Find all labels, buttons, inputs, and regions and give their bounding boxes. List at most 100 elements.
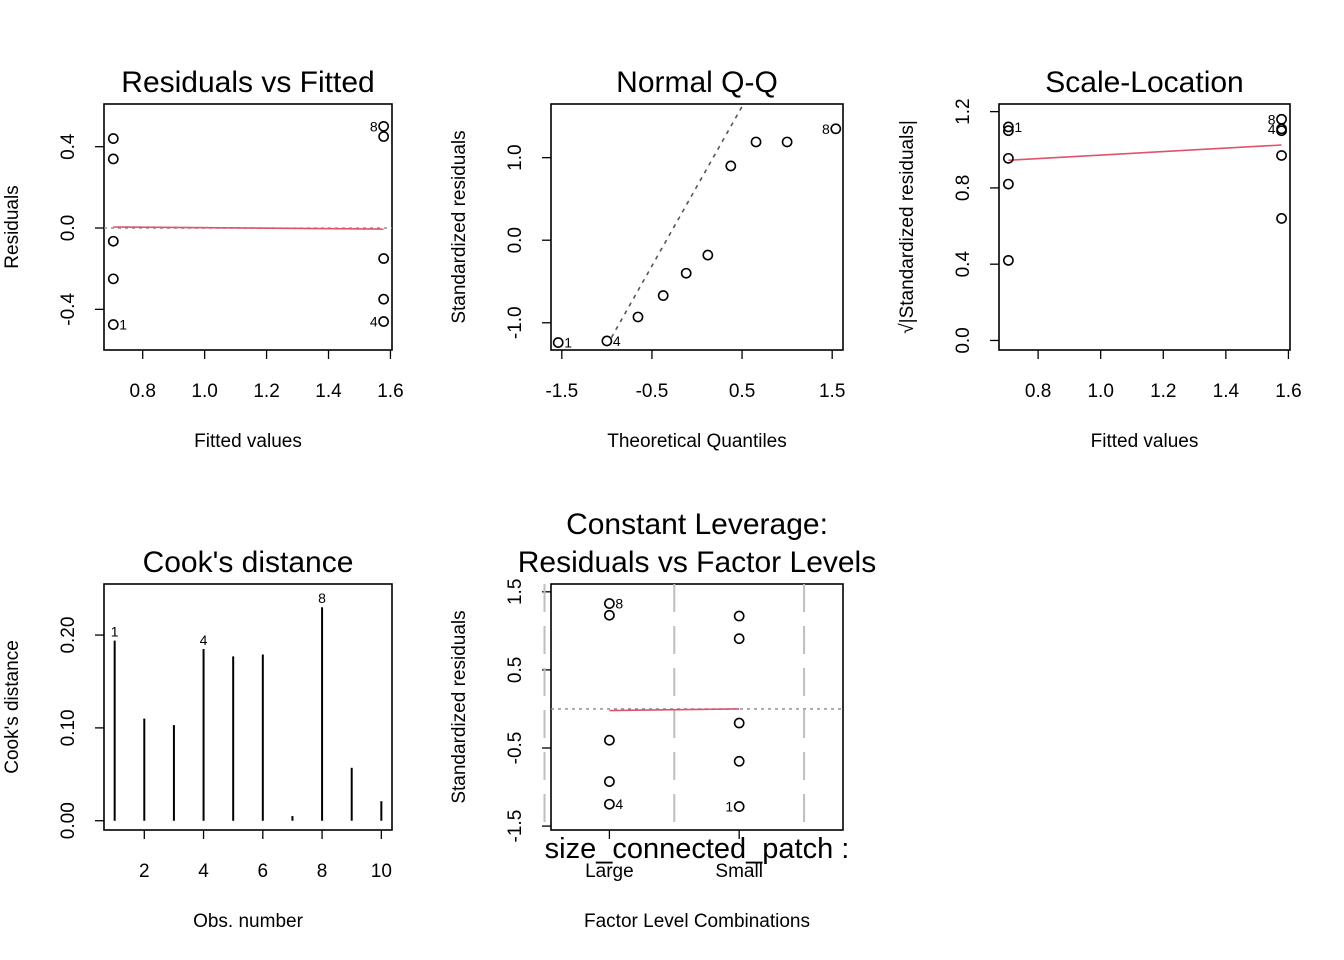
point-label: 4 — [1268, 121, 1276, 137]
data-point — [725, 160, 737, 172]
x-axis-label: Factor Level Combinations — [584, 911, 810, 932]
data-point — [604, 776, 615, 787]
panel-cooks-distance: Cook's distance 2 4 6 8 10 0.00 0.10 0.20 Obs. nu… — [2, 546, 393, 932]
plot-frame — [103, 583, 393, 831]
data-point — [733, 633, 745, 645]
x-tick-label: 1.6 — [377, 381, 403, 402]
data-point — [830, 123, 842, 135]
x-tick-label: 1.4 — [315, 381, 342, 402]
y-axis-label: √|Standardized residuals| — [897, 120, 918, 334]
x-tick-label: -1.5 — [545, 381, 578, 402]
y-axis-label: Standardized residuals — [449, 610, 470, 803]
x-tick-label: 10 — [371, 861, 392, 882]
data-point — [1002, 125, 1014, 137]
point-label: 4 — [615, 796, 623, 812]
data-point — [378, 253, 390, 264]
point-label: 8 — [370, 118, 378, 134]
point-label: 4 — [370, 314, 378, 330]
y-tick-label: 0.4 — [953, 251, 974, 278]
point-label: 8 — [1268, 111, 1276, 127]
x-tick-label: -0.5 — [636, 381, 669, 402]
plot-title: Constant Leverage: — [566, 508, 828, 541]
data-point — [107, 235, 119, 247]
x-tick-label: 1.6 — [1275, 381, 1301, 402]
point-label: 1 — [564, 335, 572, 351]
data-point — [378, 293, 390, 305]
y-tick-label: 0.4 — [58, 133, 79, 160]
x-tick-label: 8 — [317, 861, 328, 882]
y-tick-label: 0.5 — [505, 657, 526, 683]
point-label: 8 — [822, 121, 830, 137]
data-point — [733, 801, 745, 812]
panel-residuals-vs-fitted: Residuals vs Fitted 0.8 1.0 1.2 1.4 1.6 -0.4 0.… — [2, 66, 404, 452]
fit-line — [1008, 144, 1282, 162]
point-label: 1 — [119, 317, 127, 333]
data-point — [107, 133, 119, 144]
y-tick-label: 0.10 — [58, 709, 79, 746]
bar-label: 8 — [318, 590, 326, 606]
data-point — [1276, 113, 1287, 125]
x-tick-label: 1.0 — [1087, 381, 1113, 402]
data-point — [733, 755, 745, 767]
plot-frame — [103, 103, 393, 351]
data-point — [601, 335, 613, 347]
plot-frame — [550, 103, 844, 351]
panel-residuals-vs-factor-levels: Constant Leverage: Residuals vs Factor Le… — [449, 508, 876, 932]
x-axis-label: Fitted values — [194, 431, 302, 452]
x-tick-label: 0.5 — [729, 381, 755, 402]
data-point — [378, 316, 390, 327]
y-tick-label: 0.0 — [505, 227, 526, 253]
point-label: 1 — [1014, 119, 1022, 135]
point-label: 4 — [613, 333, 621, 349]
bar-label: 4 — [200, 632, 208, 648]
bar-label: 1 — [111, 624, 119, 640]
y-tick-label: 1.2 — [953, 98, 974, 124]
x-tick-label: 6 — [258, 861, 269, 882]
x-tick-label: 1.4 — [1213, 381, 1240, 402]
x-tick-label: 1.2 — [1150, 381, 1176, 402]
plot-frame — [550, 583, 844, 831]
data-point — [1276, 150, 1287, 161]
point-label: 8 — [615, 596, 623, 612]
data-point — [1002, 254, 1014, 266]
y-tick-label: -0.4 — [58, 293, 79, 326]
x-tick-label: 1.0 — [191, 381, 217, 402]
y-axis-label: Residuals — [2, 185, 23, 268]
fit-line — [609, 708, 740, 712]
y-tick-label: 0.20 — [58, 617, 79, 654]
x-tick-label: 1.2 — [253, 381, 279, 402]
data-point — [378, 120, 390, 132]
qq-reference-line — [610, 106, 743, 339]
data-point — [1276, 125, 1287, 137]
x-tick-label: Large — [585, 861, 634, 882]
data-point — [604, 598, 615, 609]
data-point — [604, 798, 615, 810]
data-point — [781, 136, 793, 148]
data-point — [107, 153, 119, 165]
plot-title: Cook's distance — [143, 546, 354, 579]
x-tick-label: Small — [715, 861, 763, 882]
y-tick-label: 1.5 — [505, 579, 526, 605]
plot-title: Scale-Location — [1045, 66, 1243, 99]
y-tick-label: 0.8 — [953, 175, 974, 201]
plot-title: Residuals vs Factor Levels — [518, 546, 876, 579]
panel-scale-location: Scale-Location 0.8 1.0 1.2 1.4 1.6 0.0 0.4 0.8 1.… — [897, 66, 1302, 452]
data-point — [632, 311, 644, 323]
x-tick-label: 2 — [139, 861, 150, 882]
data-point — [1002, 178, 1014, 190]
y-axis-label: Cook's distance — [2, 640, 23, 774]
y-tick-label: -1.5 — [505, 810, 526, 843]
x-tick-label: 0.8 — [1025, 381, 1051, 402]
y-axis-label: Standardized residuals — [449, 130, 470, 323]
data-point — [750, 136, 762, 148]
y-tick-label: -0.5 — [505, 732, 526, 765]
fit-line — [113, 226, 384, 230]
data-point — [604, 734, 615, 746]
data-point — [604, 609, 615, 621]
x-axis-label: Theoretical Quantiles — [607, 431, 787, 452]
x-axis-label: Fitted values — [1091, 431, 1199, 452]
factor-label: size_connected_patch : — [545, 833, 850, 865]
plot-title: Normal Q-Q — [616, 66, 778, 99]
y-tick-label: 0.0 — [58, 215, 79, 241]
